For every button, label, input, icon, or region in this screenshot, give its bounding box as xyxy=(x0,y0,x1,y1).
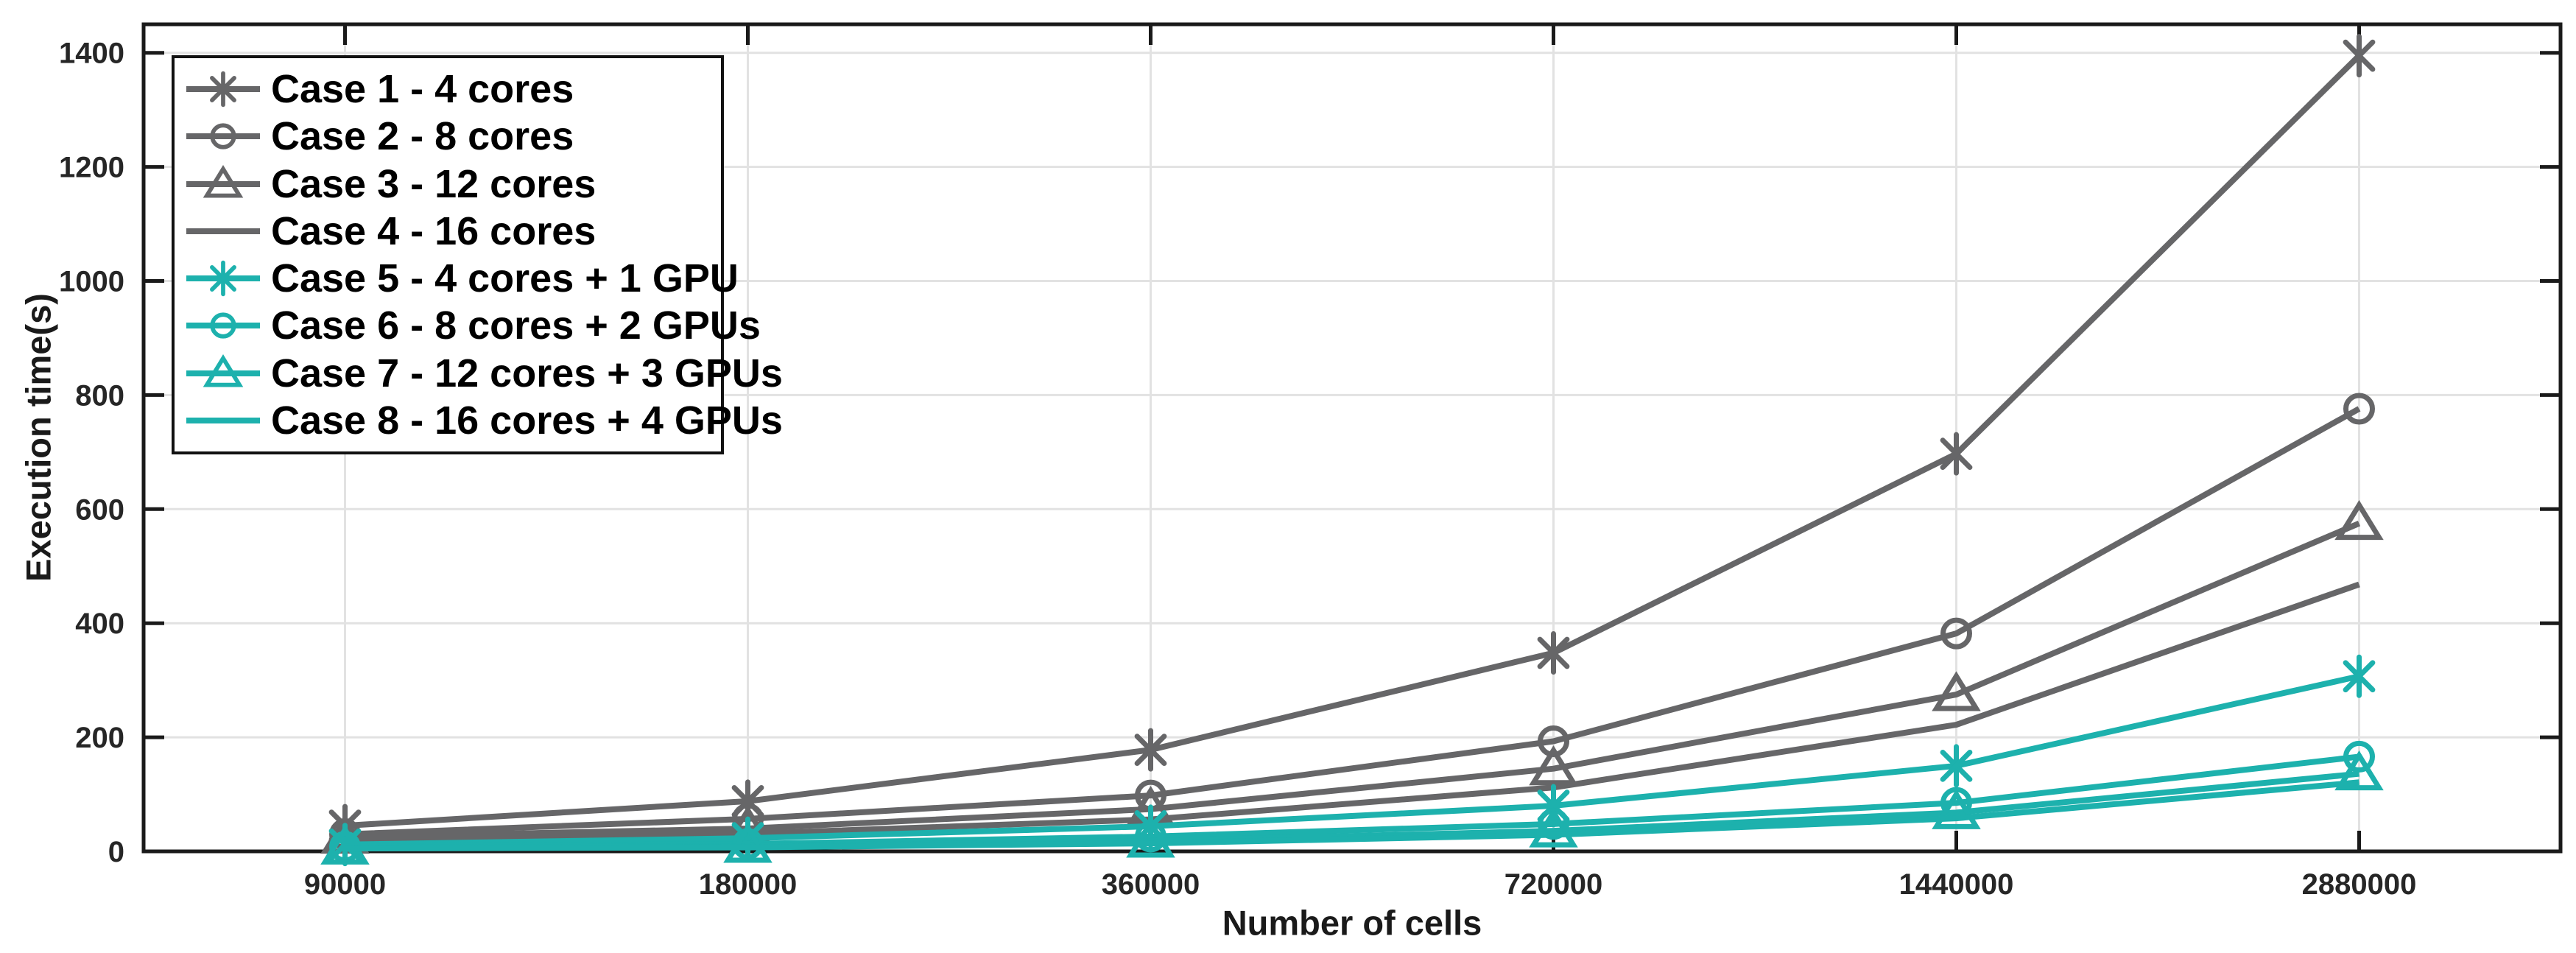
legend-label: Case 4 - 16 cores xyxy=(271,208,597,253)
legend-sample-line-icon xyxy=(186,228,260,234)
triangle-marker-icon xyxy=(1529,745,1578,786)
x-axis-label: Number of cells xyxy=(1222,903,1482,943)
x-tick-label: 2880000 xyxy=(2302,868,2417,901)
series-markers-2 xyxy=(329,393,2375,851)
legend-sample-circle-icon xyxy=(186,312,260,340)
y-tick-label: 600 xyxy=(75,493,124,526)
triangle-marker-icon xyxy=(2334,750,2384,791)
asterisk-marker-icon xyxy=(1134,728,1167,772)
x-tick-label: 90000 xyxy=(304,868,386,901)
legend-label: Case 6 - 8 cores + 2 GPUs xyxy=(271,303,761,348)
circle-marker-icon xyxy=(2343,393,2375,425)
y-tick-label: 0 xyxy=(108,836,124,868)
plot-frame xyxy=(141,22,2563,854)
circle-marker-icon xyxy=(210,123,236,150)
asterisk-marker-icon xyxy=(2343,654,2376,698)
x-tick-label: 1440000 xyxy=(1899,868,2014,901)
legend-label: Case 3 - 12 cores xyxy=(271,161,597,206)
x-tick-label: 180000 xyxy=(699,868,797,901)
y-axis-label: Execution time(s) xyxy=(18,293,58,582)
x-tick-label: 360000 xyxy=(1102,868,1200,901)
legend-sample-circle-icon xyxy=(186,123,260,150)
legend-sample-triangle-icon xyxy=(186,164,260,198)
legend-label: Case 2 - 8 cores xyxy=(271,114,574,159)
triangle-marker-icon xyxy=(1932,671,1981,711)
legend-sample-line-icon xyxy=(186,417,260,423)
legend: Case 1 - 4 cores Case 2 - 8 cores Case 3 -… xyxy=(172,55,783,454)
legend-item-case-1: Case 1 - 4 cores xyxy=(185,67,721,111)
legend-item-case-2: Case 2 - 8 cores xyxy=(185,114,721,158)
legend-item-case-3: Case 3 - 12 cores xyxy=(185,162,721,206)
series-line-3 xyxy=(345,520,2361,840)
legend-item-case-4: Case 4 - 16 cores xyxy=(185,209,721,253)
legend-label: Case 1 - 4 cores xyxy=(271,67,574,112)
legend-sample-triangle-icon xyxy=(186,354,260,387)
legend-item-case-5: Case 5 - 4 cores + 1 GPU xyxy=(185,256,739,300)
x-tick-label: 720000 xyxy=(1505,868,1602,901)
y-tick-label: 1200 xyxy=(59,152,124,184)
y-tick-label: 800 xyxy=(75,379,124,412)
legend-item-case-7: Case 7 - 12 cores + 3 GPUs xyxy=(185,351,783,395)
asterisk-marker-icon xyxy=(1940,744,1973,788)
legend-item-case-8: Case 8 - 16 cores + 4 GPUs xyxy=(185,398,783,443)
series-line-2 xyxy=(345,406,2361,837)
series-line-8 xyxy=(345,779,2359,852)
asterisk-marker-icon xyxy=(210,260,236,297)
triangle-marker-icon xyxy=(2334,499,2384,541)
y-tick-label: 1400 xyxy=(59,38,124,70)
circle-marker-icon xyxy=(2343,740,2375,773)
y-tick-label: 200 xyxy=(75,722,124,754)
legend-sample-asterisk-icon xyxy=(186,71,260,108)
series-line-5 xyxy=(345,673,2360,848)
circle-marker-icon xyxy=(1940,617,1972,650)
asterisk-marker-icon xyxy=(1537,630,1570,675)
asterisk-marker-icon xyxy=(1940,432,1973,476)
triangle-marker-icon xyxy=(203,354,244,387)
triangle-marker-icon xyxy=(1932,789,1981,829)
legend-label: Case 8 - 16 cores + 4 GPUs xyxy=(271,398,783,443)
triangle-marker-icon xyxy=(1529,807,1578,848)
circle-marker-icon xyxy=(210,312,236,340)
legend-item-case-6: Case 6 - 8 cores + 2 GPUs xyxy=(185,303,761,348)
y-tick-label: 400 xyxy=(75,608,124,640)
asterisk-marker-icon xyxy=(210,71,236,108)
y-tick-label: 1000 xyxy=(59,266,124,298)
series-line-1 xyxy=(345,53,2362,829)
legend-label: Case 5 - 4 cores + 1 GPU xyxy=(271,256,739,301)
legend-label: Case 7 - 12 cores + 3 GPUs xyxy=(271,351,783,395)
axis-ticks xyxy=(144,24,2561,854)
triangle-marker-icon xyxy=(1126,817,1175,858)
series-line-4 xyxy=(345,581,2360,843)
triangle-marker-icon xyxy=(203,164,244,198)
triangle-marker-icon xyxy=(723,823,773,863)
tick-labels: 90000 180000 360000 720000 1440000 2880000 0 20… xyxy=(59,38,2416,901)
asterisk-marker-icon xyxy=(2343,34,2376,78)
legend-sample-asterisk-icon xyxy=(186,260,260,297)
